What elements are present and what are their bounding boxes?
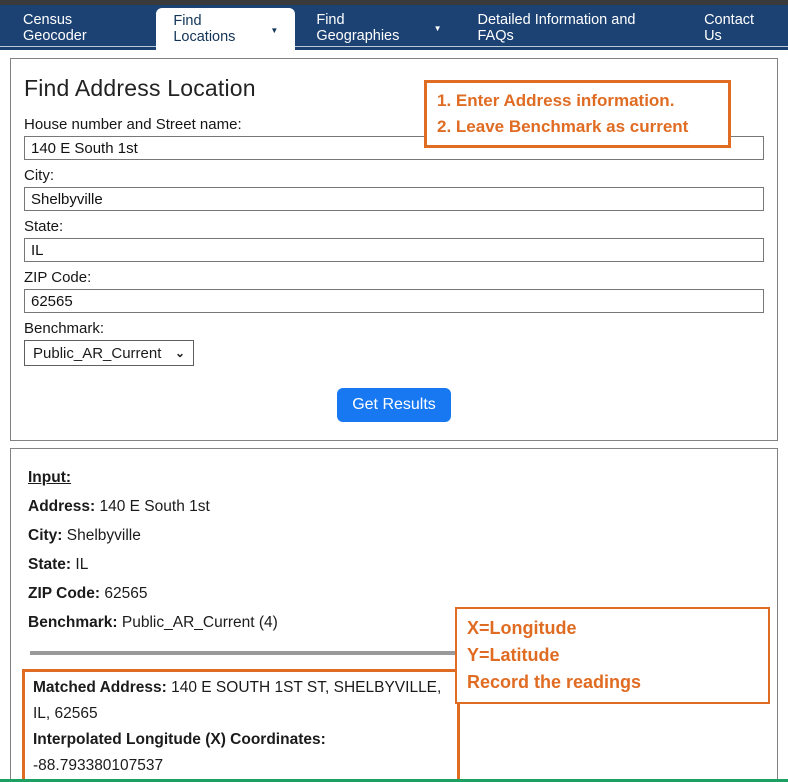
section-divider (30, 651, 758, 655)
annotation-line: Y=Latitude (467, 645, 560, 665)
zip-input[interactable] (24, 289, 764, 313)
input-section-heading: Input: (28, 469, 72, 486)
city-input[interactable] (24, 187, 764, 211)
submit-row: Get Results (24, 388, 764, 422)
caret-down-icon: ▼ (433, 24, 442, 33)
result-label: City: (28, 527, 63, 544)
nav-label: Contact Us (704, 11, 755, 44)
result-row-city: City: Shelbyville (28, 521, 760, 550)
result-label: Interpolated Longitude (X) Coordinates: (33, 731, 326, 748)
coordinates-annotation-box: X=Longitude Y=Latitude Record the readin… (455, 607, 770, 704)
bottom-edge-line (0, 779, 788, 782)
result-row-state: State: IL (28, 550, 760, 579)
result-row-matched-address: Matched Address: 140 E SOUTH 1ST ST, SHE… (33, 675, 449, 727)
state-input[interactable] (24, 238, 764, 262)
benchmark-label: Benchmark: (24, 320, 105, 337)
result-value: IL (75, 556, 89, 573)
main-navbar: Census Geocoder Find Locations ▼ Find Geo… (0, 5, 788, 50)
get-results-button[interactable]: Get Results (337, 388, 451, 422)
instruction-annotation-box: 1. Enter Address information. 2. Leave B… (424, 80, 731, 148)
nav-item-census-geocoder[interactable]: Census Geocoder (8, 5, 150, 50)
result-label: Matched Address: (33, 679, 167, 696)
result-label: State: (28, 556, 72, 573)
result-label: ZIP Code: (28, 585, 101, 602)
benchmark-selected-value: Public_AR_Current (33, 344, 162, 362)
nav-item-contact-us[interactable]: Contact Us (689, 5, 788, 50)
city-label: City: (24, 167, 54, 184)
caret-down-icon: ▼ (270, 25, 279, 35)
result-value: -88.793380107537 (33, 757, 164, 774)
page-title: Find Address Location (24, 75, 256, 101)
street-label: House number and Street name: (24, 116, 242, 133)
result-row-address: Address: 140 E South 1st (28, 492, 760, 521)
result-row-zip: ZIP Code: 62565 (28, 579, 760, 608)
top-dark-strip (0, 0, 788, 5)
nav-label: Detailed Information and FAQs (477, 11, 636, 44)
result-row-benchmark: Benchmark: Public_AR_Current (4) (28, 608, 760, 637)
result-value: 140 E South 1st (99, 498, 210, 515)
find-address-form-panel: Find Address Location House number and S… (10, 58, 778, 441)
result-row-longitude: Interpolated Longitude (X) Coordinates: … (33, 727, 449, 779)
chevron-down-icon: ⌄ (174, 346, 185, 360)
result-value: 140 E SOUTH 1ST ST, SHELBYVILLE, IL, 625… (33, 679, 442, 722)
benchmark-select[interactable]: Public_AR_Current ⌄ (24, 340, 194, 366)
street-input[interactable] (24, 136, 764, 160)
result-value: 62565 (104, 585, 148, 602)
matched-address-highlight-box: Matched Address: 140 E SOUTH 1ST ST, SHE… (22, 669, 460, 782)
annotation-line: Record the readings (467, 672, 642, 692)
nav-item-find-locations[interactable]: Find Locations ▼ (156, 8, 296, 50)
nav-label: Census Geocoder (23, 11, 87, 44)
result-value: Public_AR_Current (4) (121, 614, 278, 631)
annotation-line: 2. Leave Benchmark as current (437, 117, 689, 136)
result-label: Address: (28, 498, 96, 515)
zip-label: ZIP Code: (24, 269, 92, 286)
annotation-line: 1. Enter Address information. (437, 91, 675, 110)
state-label: State: (24, 218, 64, 235)
nav-label: Find Geographies (316, 11, 400, 44)
result-label: Benchmark: (28, 614, 118, 631)
result-value: Shelbyville (66, 527, 141, 544)
annotation-line: X=Longitude (467, 618, 577, 638)
nav-item-detailed-info-faqs[interactable]: Detailed Information and FAQs (462, 5, 683, 50)
nav-label: Find Locations (173, 13, 236, 45)
nav-item-find-geographies[interactable]: Find Geographies ▼ (301, 5, 456, 50)
